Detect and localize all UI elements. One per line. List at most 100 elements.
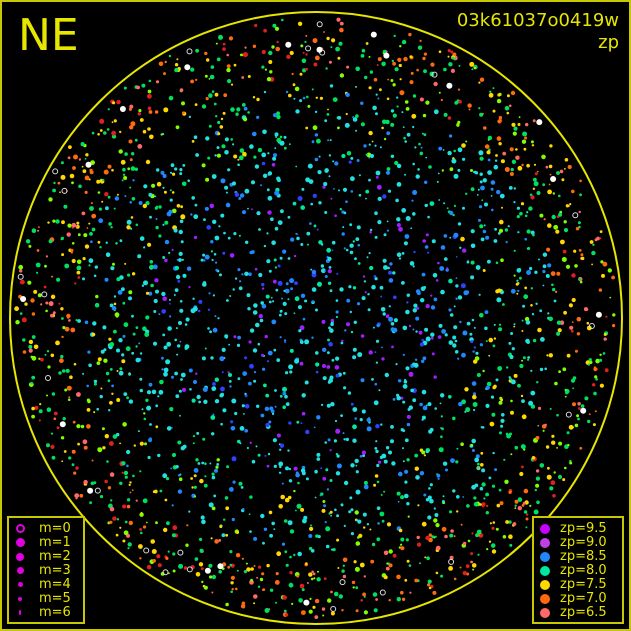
star-marker [193,495,197,498]
star-marker [311,336,314,339]
star-marker [149,437,152,441]
star-marker [144,332,150,337]
star-marker [131,351,135,355]
star-marker [68,396,71,399]
star-marker [440,289,445,295]
star-marker [521,359,524,362]
star-marker [160,170,165,175]
star-marker [325,526,331,532]
star-marker [217,317,220,320]
star-marker [252,348,258,353]
star-marker [304,339,310,345]
star-marker [437,477,440,480]
star-marker [498,142,502,146]
star-marker [530,404,536,409]
star-marker [564,466,567,470]
unmatched-star-marker [580,407,587,414]
star-marker [515,155,520,160]
star-marker [445,468,448,472]
star-marker [353,320,357,324]
star-marker [55,219,60,224]
star-marker [314,157,319,162]
star-marker [317,281,322,287]
star-marker [77,276,81,279]
star-marker [356,159,360,162]
star-marker [269,588,274,592]
star-marker [55,340,60,346]
star-marker [234,277,238,280]
star-marker [271,240,276,245]
star-marker [609,296,612,299]
star-marker [288,364,294,370]
star-marker [519,211,523,216]
star-marker [374,277,378,281]
star-marker [74,282,77,285]
star-marker [511,159,517,164]
star-marker [326,365,331,369]
star-marker [360,101,364,105]
star-marker [305,34,308,37]
star-marker [96,407,99,411]
star-marker [510,453,513,456]
star-marker [91,213,97,219]
star-marker [135,326,139,329]
star-marker [341,153,346,159]
star-marker [350,508,354,512]
star-marker [365,189,370,194]
star-marker [194,103,198,106]
star-marker [229,550,233,554]
star-marker [113,329,117,334]
star-marker [491,484,496,488]
star-marker [193,214,199,220]
unmatched-star-marker [94,487,101,494]
star-marker [373,400,379,406]
star-marker [586,321,590,325]
star-marker [448,308,452,312]
star-marker [236,531,239,534]
star-marker [247,307,251,311]
star-marker [288,467,292,471]
star-marker [558,370,561,373]
star-marker [508,341,512,345]
star-marker [279,443,285,448]
star-marker [415,174,420,179]
star-marker [203,585,208,590]
star-marker [404,173,406,176]
star-marker [274,147,277,150]
star-marker [36,249,40,252]
star-marker [211,258,214,262]
star-marker [170,467,173,470]
star-marker [239,148,245,153]
star-marker [201,567,204,570]
star-marker [524,136,528,140]
star-marker [390,154,395,158]
star-marker [508,376,511,379]
star-marker [390,122,395,127]
star-marker [388,278,394,283]
star-marker [443,67,447,72]
star-marker [162,296,167,302]
star-marker [514,504,517,507]
star-marker [357,352,363,358]
star-marker [232,480,236,484]
unmatched-star-marker [565,411,572,418]
star-marker [46,407,52,413]
star-marker [523,510,528,514]
star-marker [225,533,229,537]
star-marker [496,98,502,104]
star-marker [179,308,184,313]
star-marker [250,180,256,185]
star-marker [214,377,219,382]
star-marker [101,200,104,203]
star-marker [141,408,144,411]
star-marker [457,168,461,172]
star-marker [99,495,104,499]
star-marker [299,325,305,331]
star-marker [285,466,289,471]
star-marker [276,40,279,44]
star-marker [359,562,365,568]
star-marker [526,163,530,168]
star-marker [423,454,426,457]
star-marker [290,287,294,291]
star-marker [256,97,260,102]
